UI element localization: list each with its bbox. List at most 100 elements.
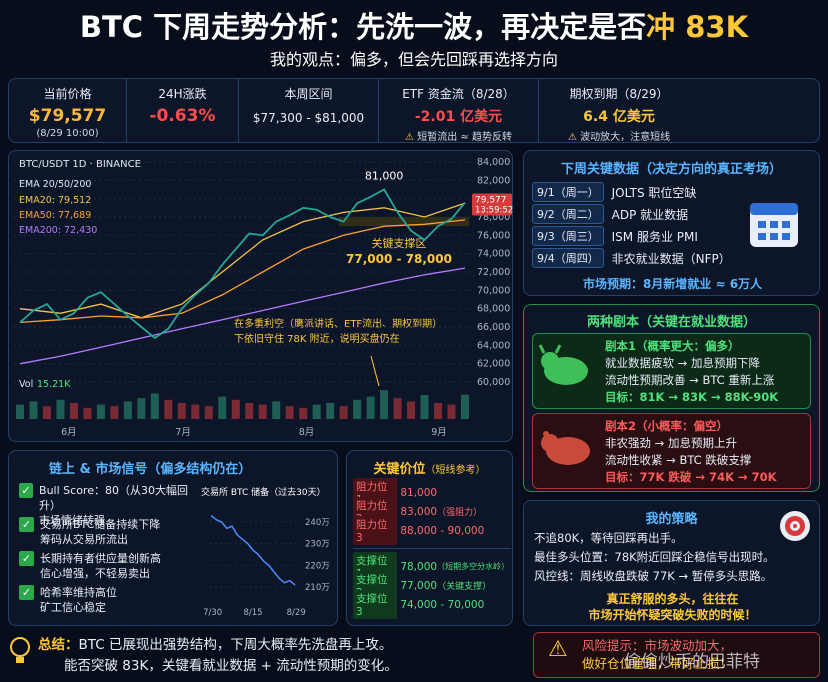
text: 总结： <box>38 637 79 653</box>
volume-bar <box>434 403 443 419</box>
text: （关键支撑） <box>437 582 492 592</box>
volume-bar <box>353 399 362 419</box>
span: ⚠ <box>567 132 581 143</box>
y-tick-label: 62,000 <box>477 359 510 370</box>
price-tag-time: 13:59:52 <box>475 206 513 216</box>
volume-bar <box>177 403 186 419</box>
row: 9/3（周三） ISM 服务业 PMI <box>532 225 732 247</box>
chk: ✓ <box>19 551 34 566</box>
div: ✓ 长期持有者供应量创新高 信心增强，不轻易卖出 <box>19 551 199 585</box>
y-tick-label: 78,000 <box>477 212 510 223</box>
price-panel: 关键支撑区 77,000 - 78,000 在多重利空（鹰派讲话、ETF流出、期… <box>8 150 513 442</box>
note: 下依旧守住 78K 附近，说明买盘仍在 <box>234 332 400 345</box>
price-tag <box>472 193 512 216</box>
strategy-panel: 我的策略 不追80K，等待回踩再出手。 最佳多头位置：78K附近回踩企稳信号出现时… <box>523 500 820 626</box>
x-tick-label: 8/29 <box>287 608 306 618</box>
volume-bar <box>204 406 213 419</box>
text: -0.63% <box>149 106 216 126</box>
ema-line <box>19 219 466 324</box>
volume-bar <box>285 406 294 419</box>
volume-bar <box>137 398 146 419</box>
text: 非农就业数据（NFP） <box>611 251 731 266</box>
ema-line <box>19 267 466 365</box>
text: 能否突破 83K，关键看就业数据 + 流动性预期的变化。 <box>64 658 398 674</box>
legend-entry: EMA50: 77,689 <box>19 210 91 221</box>
subtitle: 我的观点：偏多，但会先回踩再选择方向 <box>269 50 558 69</box>
box: 剧本2（小概率：偏空） 非农强劲 → 加息预期上升 流动性收紧 → BTC 跌破支… <box>532 413 811 489</box>
div: 长期持有者供应量创新高 信心增强，不轻易卖出 <box>40 551 161 585</box>
price-chart: 关键支撑区 77,000 - 78,000 在多重利空（鹰派讲话、ETF流出、期… <box>14 157 513 438</box>
text: JOLTS 职位空缺 <box>611 185 697 200</box>
bull-icon <box>538 344 588 385</box>
volume-bar <box>366 396 375 419</box>
abs: 不追80K，等待回踩再出手。 最佳多头位置：78K附近回踩企稳信号出现时。 风控线：… <box>534 529 775 586</box>
y-tick-label: 82,000 <box>477 175 510 186</box>
lv: 支撑位3 74,000 - 70,000 <box>353 590 511 619</box>
text: 剧本2（小概率：偏空） <box>605 419 729 433</box>
key-data-panel: 下周关键数据（决定方向的真正考场） 9/1（周一） JOLTS 职位空缺 9/2… <box>523 150 820 296</box>
text: 筹码从交易所流出 <box>40 533 128 546</box>
volume-label: Vol <box>19 379 33 390</box>
reserve-chart: 交易所 BTC 储备（过去30天） 240万 230万 220万 210万 7/30 8/1… <box>201 486 330 618</box>
calendar-icon <box>750 203 798 247</box>
div: ✓ 哈希率维持高位 矿工信心稳定 <box>19 585 199 619</box>
bulb-icon <box>10 637 30 663</box>
volume-bar <box>231 399 240 419</box>
text: 83,000 <box>400 505 438 518</box>
text: 冲 83K <box>646 10 749 44</box>
div: 哈希率维持高位 矿工信心稳定 <box>40 585 117 619</box>
rect <box>770 221 778 228</box>
text: ADP 就业数据 <box>611 207 689 222</box>
text: 关键价位 <box>373 462 426 477</box>
text: 流动性收紧 → BTC 跌破支撑 <box>605 453 752 467</box>
text: 链上 & 市场信号（偏多结构仍在） <box>49 462 252 477</box>
stat: 当前价格 $79,577 (8/29 10:00) <box>9 79 127 142</box>
div: 9/1（周一） JOLTS 职位空缺 9/2（周二） ADP 就业数据 9/3（… <box>532 181 732 269</box>
text: 阻力位3 <box>353 516 397 545</box>
text: 市场情绪转强 <box>39 514 106 527</box>
date: 9/3（周三） <box>532 226 604 246</box>
path <box>538 344 562 354</box>
text: ISM 服务业 PMI <box>611 229 698 244</box>
y-tick-label: 64,000 <box>477 340 510 351</box>
stat: 本周区间 $77,300 - $81,000 <box>239 79 379 142</box>
text: BTC 已展现出强势结构，下周大概率先洗盘再上攻。 <box>78 637 393 653</box>
rect <box>750 203 798 215</box>
volume-bar <box>447 404 456 419</box>
volume-bar <box>299 407 308 419</box>
text: 波动放大，注意短线 <box>580 132 671 143</box>
text: 做好仓位管理，带好止损！ <box>582 656 733 671</box>
text: 88,000 - 90,000 <box>400 524 485 537</box>
abs: 阻力位1 81,000 阻力位2 83,000（强阻力） 阻力位3 88,000… <box>353 478 511 619</box>
volume-bar <box>110 406 119 419</box>
target-icon <box>780 511 810 541</box>
date: 9/2（周二） <box>532 204 604 224</box>
ema-title: EMA 20/50/200 <box>19 179 91 190</box>
text: 真正舒服的多头，往往在 <box>606 592 739 606</box>
text: 最佳多头位置：78K附近回踩企稳信号出现时。 <box>534 550 775 564</box>
box: 剧本1（概率更大：偏多） 就业数据疲软 → 加息预期下降 流动性预期改善 → BT… <box>532 333 811 409</box>
reserve-title: 交易所 BTC 储备（过去30天） <box>201 486 326 498</box>
text: -2.01 亿美元 <box>414 109 503 125</box>
date: 9/4（周四） <box>532 248 604 268</box>
rect <box>758 233 766 240</box>
text: 81,000 <box>400 486 438 499</box>
text: 矿工信心稳定 <box>40 601 106 614</box>
volume-last: 15.21K <box>37 379 71 390</box>
chk: ✓ <box>19 585 34 600</box>
y-tick-label: 210万 <box>305 583 330 593</box>
text: 剧本1（概率更大：偏多） <box>605 339 740 353</box>
text: （强阻力） <box>437 508 483 518</box>
div <box>353 548 511 549</box>
rect <box>782 221 790 228</box>
levels-panel: 关键价位（短线参考） 阻力位1 81,000 阻力位2 83,000（强阻力） … <box>346 450 513 626</box>
text: 9/3 <box>537 230 555 243</box>
text: $77,300 - $81,000 <box>252 111 365 125</box>
text: 当前价格 <box>43 87 92 101</box>
abs: 风险提示：市场波动加大， 做好仓位管理，带好止损！ <box>582 637 732 673</box>
support-title: 关键支撑区 <box>372 236 427 250</box>
text: 哈希率维持高位 <box>40 586 117 599</box>
y-tick-label: 74,000 <box>477 249 510 260</box>
legend-entry: EMA200: 72,430 <box>19 225 97 236</box>
volume-bar <box>339 406 348 419</box>
